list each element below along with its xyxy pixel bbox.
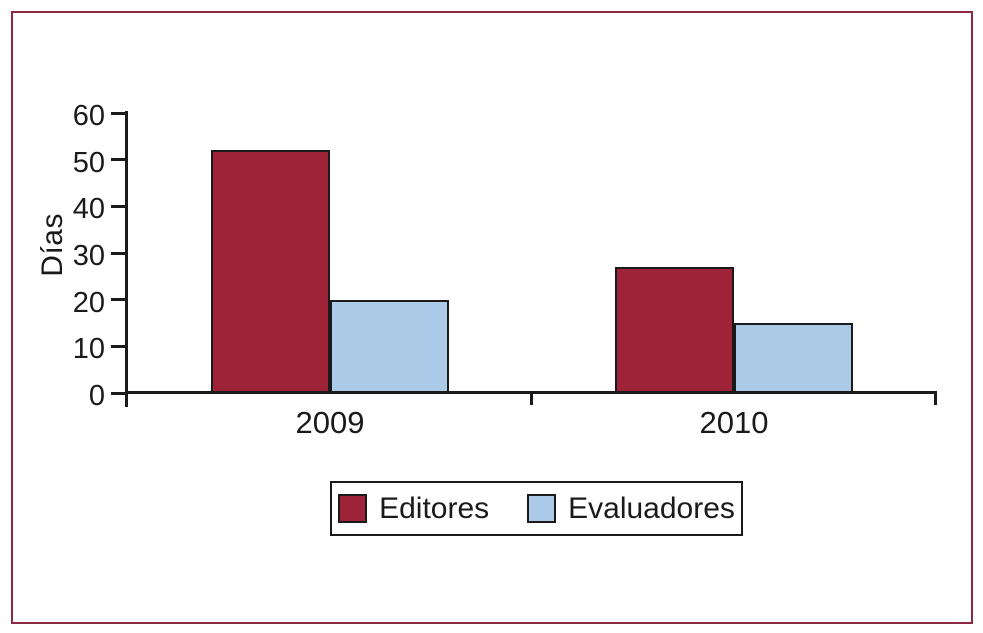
legend-box: Editores Evaluadores	[330, 481, 743, 536]
bar-2009-editores	[211, 150, 330, 393]
bar-2009-evaluadores	[330, 300, 449, 393]
legend-item-evaluadores: Evaluadores	[527, 491, 735, 525]
y-tick-label: 20	[72, 287, 105, 319]
legend-swatch-editores	[338, 494, 368, 523]
y-tick	[111, 158, 126, 161]
y-tick	[111, 252, 126, 255]
y-tick-label: 10	[72, 333, 105, 365]
y-tick	[111, 205, 126, 208]
legend-item-editores: Editores	[338, 491, 490, 525]
x-axis-tick	[530, 391, 533, 405]
y-tick	[111, 345, 126, 348]
y-tick-label: 60	[72, 100, 105, 132]
y-tick-label: 50	[72, 147, 105, 179]
y-tick-label: 0	[88, 380, 105, 412]
y-tick-label: 30	[72, 240, 105, 272]
legend-swatch-evaluadores	[527, 494, 557, 523]
bar-2010-evaluadores	[734, 323, 853, 393]
y-tick-label: 40	[72, 193, 105, 225]
y-tick	[111, 298, 126, 301]
x-axis-tick	[934, 391, 937, 405]
y-tick	[111, 112, 126, 115]
legend-label: Evaluadores	[568, 491, 735, 525]
legend-label: Editores	[379, 491, 490, 525]
x-category-label: 2010	[699, 405, 769, 440]
x-category-label: 2009	[295, 405, 365, 440]
y-tick	[111, 392, 126, 395]
bar-2010-editores	[615, 267, 734, 393]
y-axis-line	[125, 111, 128, 407]
